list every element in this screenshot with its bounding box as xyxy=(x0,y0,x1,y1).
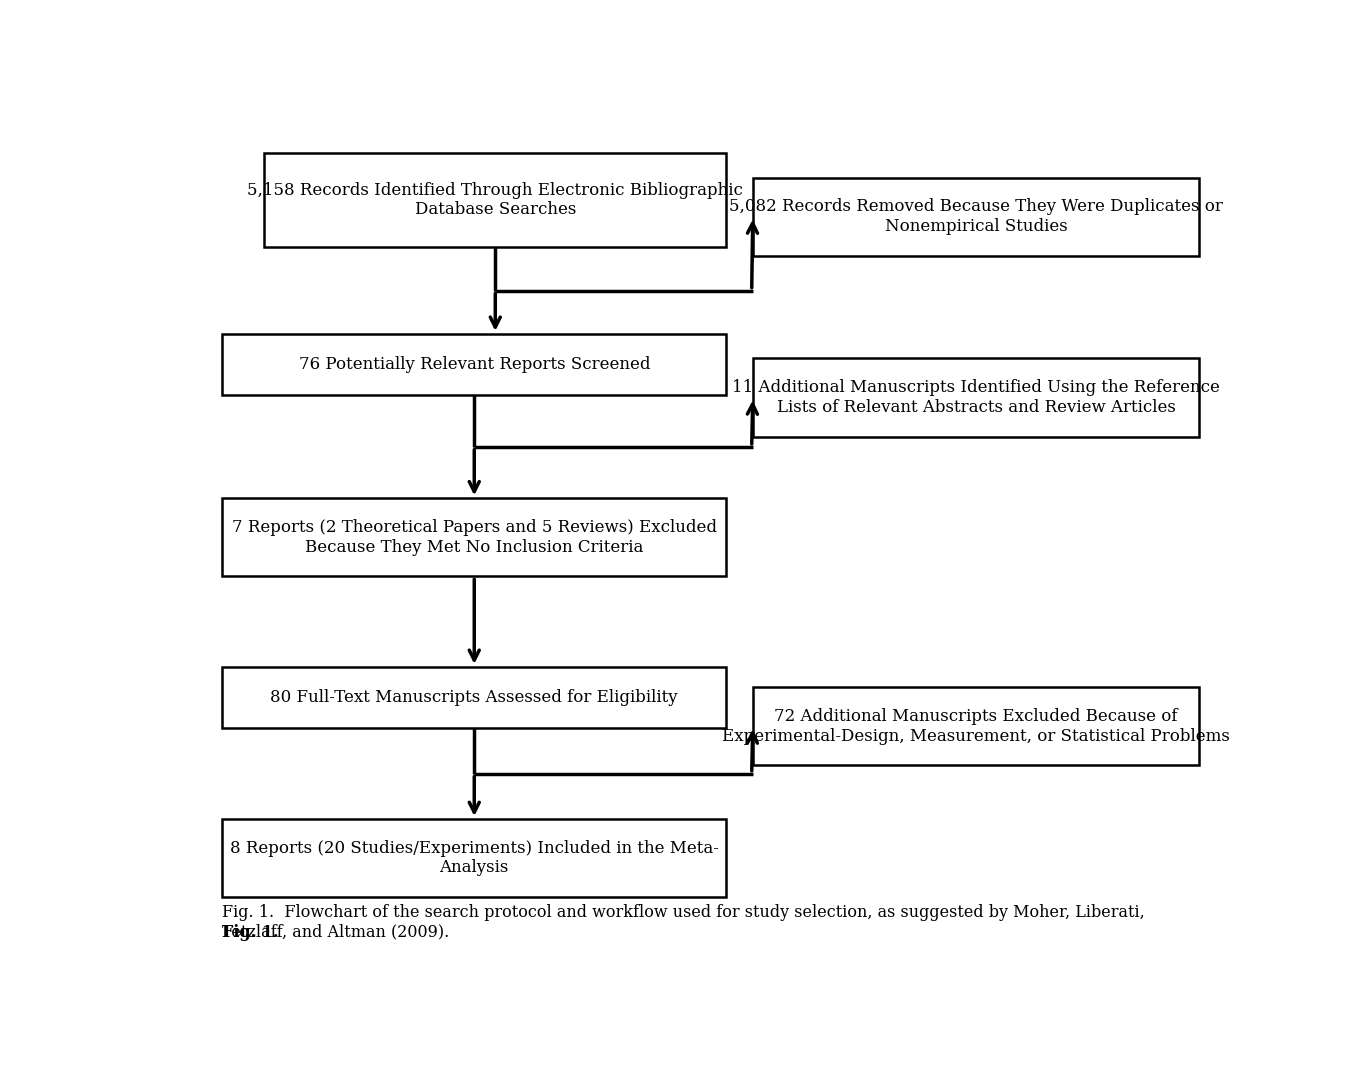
Text: 5,082 Records Removed Because They Were Duplicates or
Nonempirical Studies: 5,082 Records Removed Because They Were … xyxy=(730,199,1223,235)
Text: 5,158 Records Identified Through Electronic Bibliographic
Database Searches: 5,158 Records Identified Through Electro… xyxy=(247,182,743,219)
FancyBboxPatch shape xyxy=(264,153,727,248)
Text: 7 Reports (2 Theoretical Papers and 5 Reviews) Excluded
Because They Met No Incl: 7 Reports (2 Theoretical Papers and 5 Re… xyxy=(232,519,717,555)
Text: Fig. 1.  Flowchart of the search protocol and workflow used for study selection,: Fig. 1. Flowchart of the search protocol… xyxy=(222,904,1144,941)
Text: Fig. 1.: Fig. 1. xyxy=(222,924,278,941)
Text: 76 Potentially Relevant Reports Screened: 76 Potentially Relevant Reports Screened xyxy=(298,356,650,373)
Text: 80 Full-Text Manuscripts Assessed for Eligibility: 80 Full-Text Manuscripts Assessed for El… xyxy=(270,689,678,706)
FancyBboxPatch shape xyxy=(753,177,1200,255)
FancyBboxPatch shape xyxy=(222,333,727,395)
Text: 8 Reports (20 Studies/Experiments) Included in the Meta-
Analysis: 8 Reports (20 Studies/Experiments) Inclu… xyxy=(229,839,719,877)
Text: 72 Additional Manuscripts Excluded Because of
Experimental-Design, Measurement, : 72 Additional Manuscripts Excluded Becau… xyxy=(723,708,1230,744)
FancyBboxPatch shape xyxy=(753,359,1200,437)
FancyBboxPatch shape xyxy=(753,688,1200,766)
FancyBboxPatch shape xyxy=(222,666,727,728)
FancyBboxPatch shape xyxy=(222,498,727,577)
FancyBboxPatch shape xyxy=(222,819,727,897)
Text: 11 Additional Manuscripts Identified Using the Reference
Lists of Relevant Abstr: 11 Additional Manuscripts Identified Usi… xyxy=(732,379,1220,415)
